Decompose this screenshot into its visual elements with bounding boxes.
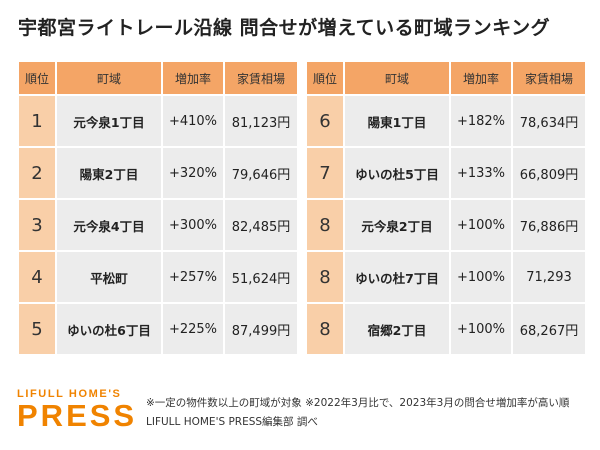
table-row: 8 ゆいの杜7丁目 +100% 71,293	[307, 252, 585, 302]
rent-cell: 81,123円	[225, 96, 297, 146]
rate-cell: +133%	[451, 148, 511, 198]
table-header-row: 順位 町域 増加率 家賃相場	[19, 62, 297, 94]
rate-cell: +300%	[163, 200, 223, 250]
table-row: 7 ゆいの杜5丁目 +133% 66,809円	[307, 148, 585, 198]
rate-cell: +100%	[451, 304, 511, 354]
area-cell: 元今泉1丁目	[57, 96, 161, 146]
rate-cell: +225%	[163, 304, 223, 354]
rank-cell: 5	[19, 304, 55, 354]
area-cell: ゆいの杜5丁目	[345, 148, 449, 198]
rate-cell: +410%	[163, 96, 223, 146]
rank-cell: 2	[19, 148, 55, 198]
rent-cell: 76,886円	[513, 200, 585, 250]
rank-cell: 3	[19, 200, 55, 250]
rank-cell: 8	[307, 304, 343, 354]
area-cell: 元今泉4丁目	[57, 200, 161, 250]
rent-cell: 51,624円	[225, 252, 297, 302]
rate-cell: +100%	[451, 200, 511, 250]
table-row: 8 元今泉2丁目 +100% 76,886円	[307, 200, 585, 250]
area-cell: 陽東2丁目	[57, 148, 161, 198]
rate-cell: +182%	[451, 96, 511, 146]
header-rate: 増加率	[451, 62, 511, 94]
rent-cell: 78,634円	[513, 96, 585, 146]
table-row: 4 平松町 +257% 51,624円	[19, 252, 297, 302]
rate-cell: +100%	[451, 252, 511, 302]
area-cell: 宿郷2丁目	[345, 304, 449, 354]
brand-logo: LIFULL HOME'S PRESS	[17, 388, 137, 432]
header-rate: 増加率	[163, 62, 223, 94]
area-cell: ゆいの杜7丁目	[345, 252, 449, 302]
ranking-table-right: 順位 町域 増加率 家賃相場 6 陽東1丁目 +182% 78,634円 7 ゆ…	[305, 60, 587, 356]
table-row: 2 陽東2丁目 +320% 79,646円	[19, 148, 297, 198]
rank-cell: 7	[307, 148, 343, 198]
area-cell: 陽東1丁目	[345, 96, 449, 146]
logo-bottom-text: PRESS	[17, 398, 138, 433]
header-rank: 順位	[19, 62, 55, 94]
rate-cell: +257%	[163, 252, 223, 302]
table-row: 8 宿郷2丁目 +100% 68,267円	[307, 304, 585, 354]
table-row: 3 元今泉4丁目 +300% 82,485円	[19, 200, 297, 250]
table-row: 1 元今泉1丁目 +410% 81,123円	[19, 96, 297, 146]
rank-cell: 8	[307, 200, 343, 250]
header-area: 町域	[57, 62, 161, 94]
header-rent: 家賃相場	[513, 62, 585, 94]
header-rank: 順位	[307, 62, 343, 94]
rent-cell: 68,267円	[513, 304, 585, 354]
rent-cell: 87,499円	[225, 304, 297, 354]
source-credit: LIFULL HOME'S PRESS編集部 調べ	[146, 416, 318, 428]
rent-cell: 66,809円	[513, 148, 585, 198]
area-cell: 平松町	[57, 252, 161, 302]
rank-cell: 6	[307, 96, 343, 146]
page-title: 宇都宮ライトレール沿線 問合せが増えている町域ランキング	[18, 17, 551, 39]
rank-cell: 8	[307, 252, 343, 302]
area-cell: ゆいの杜6丁目	[57, 304, 161, 354]
ranking-table-left: 順位 町域 増加率 家賃相場 1 元今泉1丁目 +410% 81,123円 2 …	[17, 60, 299, 356]
table-row: 6 陽東1丁目 +182% 78,634円	[307, 96, 585, 146]
logo-top-text: LIFULL HOME'S	[17, 388, 122, 400]
footnote: ※一定の物件数以上の町域が対象 ※2022年3月比で、2023年3月の問合せ増加…	[146, 397, 570, 409]
rent-cell: 79,646円	[225, 148, 297, 198]
header-rent: 家賃相場	[225, 62, 297, 94]
rent-cell: 82,485円	[225, 200, 297, 250]
rate-cell: +320%	[163, 148, 223, 198]
header-area: 町域	[345, 62, 449, 94]
area-cell: 元今泉2丁目	[345, 200, 449, 250]
rent-cell: 71,293	[513, 252, 585, 302]
rank-cell: 1	[19, 96, 55, 146]
table-header-row: 順位 町域 増加率 家賃相場	[307, 62, 585, 94]
rank-cell: 4	[19, 252, 55, 302]
table-row: 5 ゆいの杜6丁目 +225% 87,499円	[19, 304, 297, 354]
